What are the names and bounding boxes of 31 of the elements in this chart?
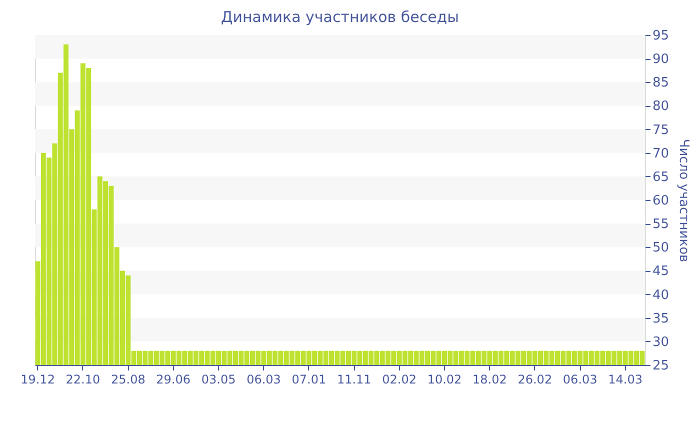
y-tick-label: 70	[652, 146, 670, 162]
chart-title: Динамика участников беседы	[220, 8, 460, 26]
y-tick-label: 40	[652, 288, 670, 303]
y-tick-label: 60	[652, 194, 670, 208]
y-tick-label: 85	[652, 76, 670, 91]
x-tick-label: 06.03	[562, 372, 598, 386]
x-tick-label: 29.06	[156, 372, 191, 386]
y-tick-label: 65	[652, 170, 670, 185]
y-tick-label: 35	[652, 311, 670, 326]
x-tick-label: 02.02	[382, 372, 416, 386]
y-tick-label: 55	[652, 217, 670, 232]
y-tick-label: 90	[652, 52, 670, 68]
x-tick-label: 06.03	[246, 372, 281, 386]
y-tick-label: 80	[652, 99, 670, 114]
x-tick-label: 18.02	[472, 372, 507, 386]
y-tick-label: 45	[652, 264, 670, 280]
y-tick-label: 75	[652, 122, 670, 138]
x-tick-label: 22.10	[66, 372, 100, 386]
y-tick-label: 25	[652, 358, 670, 374]
y-tick-label: 50	[652, 240, 670, 256]
x-tick-label: 19.12	[20, 372, 55, 386]
y-axis-title: Число участников	[676, 138, 692, 262]
x-tick-label: 26.02	[518, 372, 552, 386]
x-tick-label: 11.11	[336, 372, 372, 386]
x-tick-label: 14.03	[608, 372, 642, 386]
x-tick-label: 03.05	[201, 372, 236, 386]
y-tick-label: 30	[652, 334, 670, 350]
x-tick-label: 25.08	[110, 372, 146, 386]
x-tick-label: 10.02	[427, 372, 462, 386]
x-tick-label: 07.01	[292, 372, 326, 386]
y-tick-label: 95	[652, 28, 670, 44]
